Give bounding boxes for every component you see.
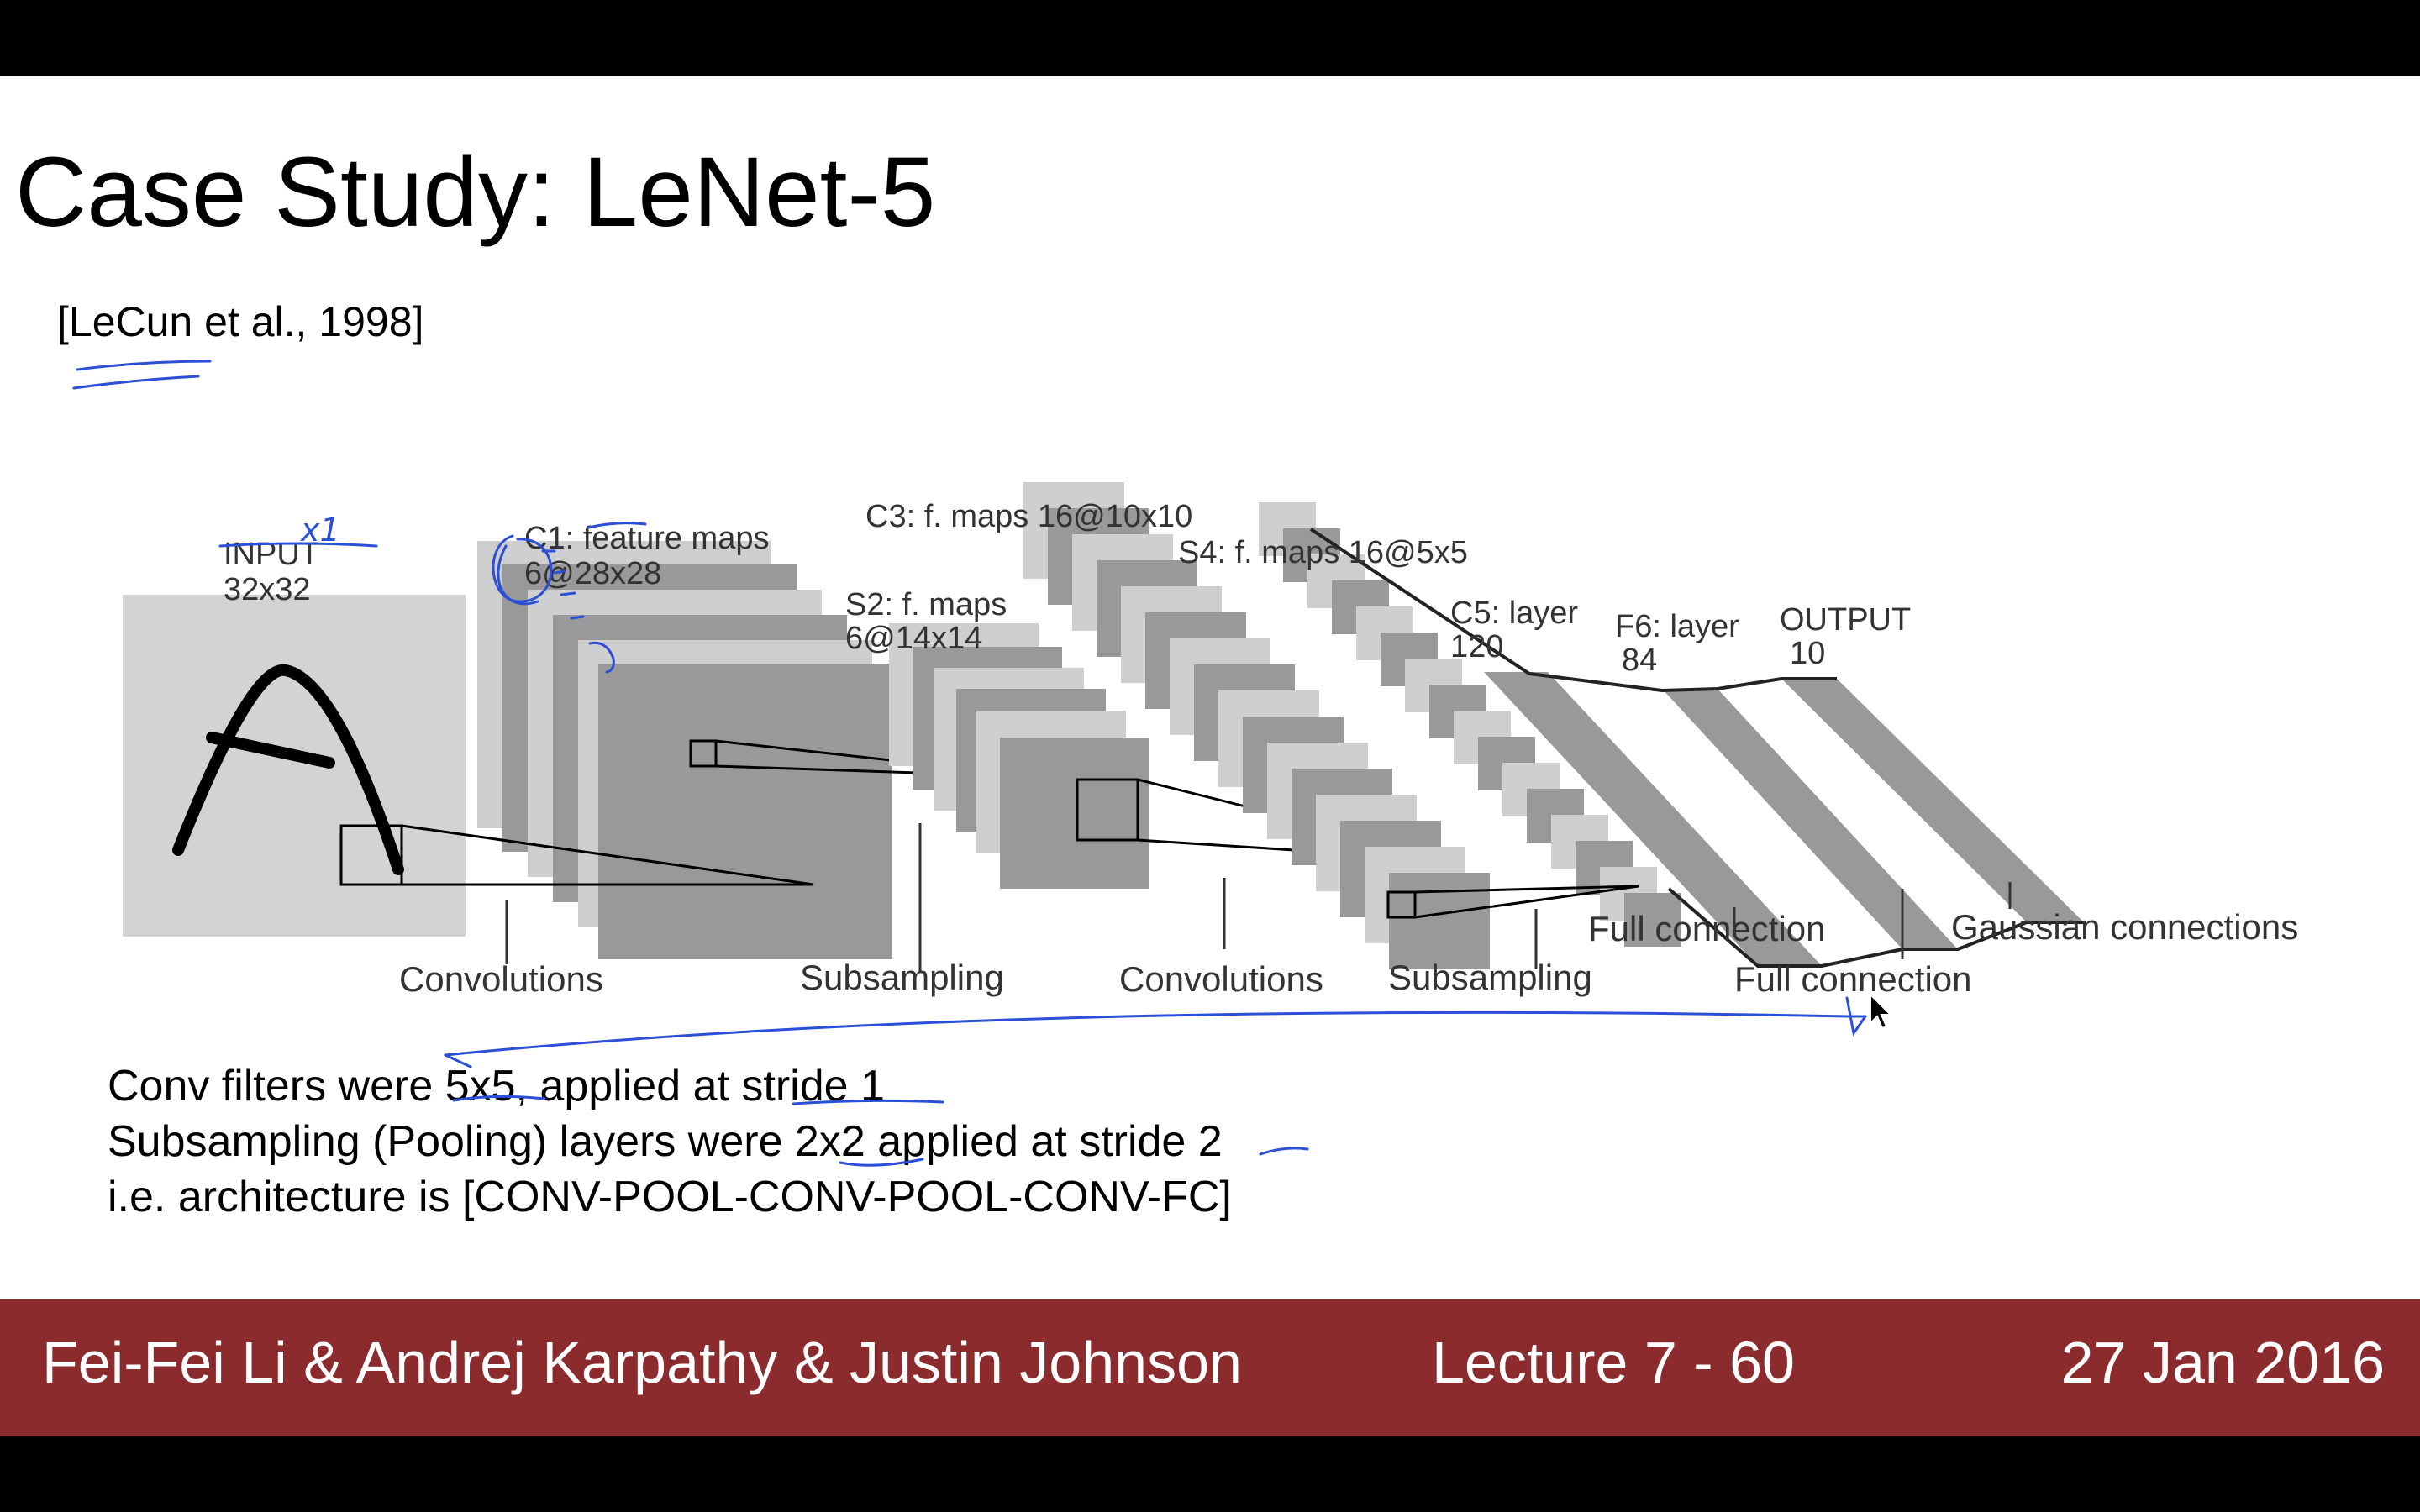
c5-label-name: C5: layer — [1450, 596, 1578, 631]
f6-layer — [1662, 689, 1958, 949]
output-label: OUTPUT 10 — [1780, 602, 1911, 671]
c1-receptive-field — [689, 739, 718, 768]
op-full-connection-1: Full connection — [1588, 909, 1826, 948]
bullet-architecture: i.e. architecture is [CONV-POOL-CONV-POO… — [108, 1173, 1232, 1221]
f6-label-size: 84 — [1622, 643, 1657, 678]
footer-authors: Fei-Fei Li & Andrej Karpathy & Justin Jo… — [42, 1330, 1242, 1395]
slide-title: Case Study: LeNet-5 — [15, 137, 936, 248]
op-convolutions-1: Convolutions — [399, 959, 603, 999]
citation: [LeCun et al., 1998] — [57, 298, 424, 345]
sub2-connection — [1414, 885, 1639, 919]
c1-feature-maps — [477, 541, 892, 959]
s4-label: S4: f. maps 16@5x5 — [1178, 535, 1468, 570]
s2-label-name: S2: f. maps — [845, 587, 1007, 622]
handwritten-a-glyph — [172, 664, 404, 875]
output-label-name: OUTPUT — [1780, 602, 1911, 638]
s2-feature-maps — [889, 623, 1150, 889]
operation-ticks — [505, 823, 2012, 973]
c3-feature-maps — [1023, 482, 1490, 969]
footer-lecture-number: Lecture 7 - 60 — [1432, 1330, 1795, 1395]
input-image — [123, 595, 466, 937]
input-label-size: 32x32 — [224, 572, 311, 607]
footer-date: 27 Jan 2016 — [2060, 1330, 2385, 1395]
s4-feature-maps — [1259, 502, 1681, 947]
s2-label: S2: f. maps 6@14x14 — [845, 587, 1007, 656]
conv1-connection — [341, 824, 814, 886]
slide-footer: Fei-Fei Li & Andrej Karpathy & Justin Jo… — [0, 1299, 2420, 1436]
bullet-list: Conv filters were 5x5, applied at stride… — [108, 1058, 1232, 1225]
output-label-size: 10 — [1790, 636, 1825, 671]
c5-label-size: 120 — [1450, 629, 1503, 664]
f6-label: F6: layer 84 — [1615, 609, 1739, 678]
op-convolutions-2: Convolutions — [1119, 959, 1323, 999]
f6-label-name: F6: layer — [1615, 609, 1739, 644]
top-letterbox — [0, 0, 2420, 76]
c5-label: C5: layer 120 — [1450, 596, 1578, 664]
c5-layer — [1484, 672, 1822, 966]
c1-label-name: C1: feature maps — [524, 521, 769, 556]
c3-map-16 — [1389, 873, 1490, 969]
c3-receptive-field — [1386, 890, 1417, 919]
s2-label-size: 6@14x14 — [845, 621, 982, 656]
c3-label: C3: f. maps 16@10x10 — [865, 499, 1192, 534]
bullet-subsampling: Subsampling (Pooling) layers were 2x2 ap… — [108, 1117, 1223, 1166]
slide: Case Study: LeNet-5 [LeCun et al., 1998] — [0, 76, 2420, 1299]
bottom-letterbox — [0, 1436, 2420, 1512]
c1-label-size: 6@28x28 — [524, 556, 661, 591]
bullet-conv-filters: Conv filters were 5x5, applied at stride… — [108, 1062, 885, 1110]
output-layer — [1781, 679, 2084, 922]
op-subsampling-2: Subsampling — [1388, 958, 1592, 997]
s4-map-16 — [1624, 893, 1681, 947]
input-label: INPUT 32x32 — [224, 537, 319, 607]
input-label-name: INPUT — [224, 537, 319, 572]
op-subsampling-1: Subsampling — [800, 958, 1004, 997]
s2-receptive-field — [1076, 778, 1139, 842]
op-gaussian-connections: Gaussian connections — [1951, 907, 2298, 947]
op-full-connection-2: Full connection — [1734, 959, 1972, 999]
